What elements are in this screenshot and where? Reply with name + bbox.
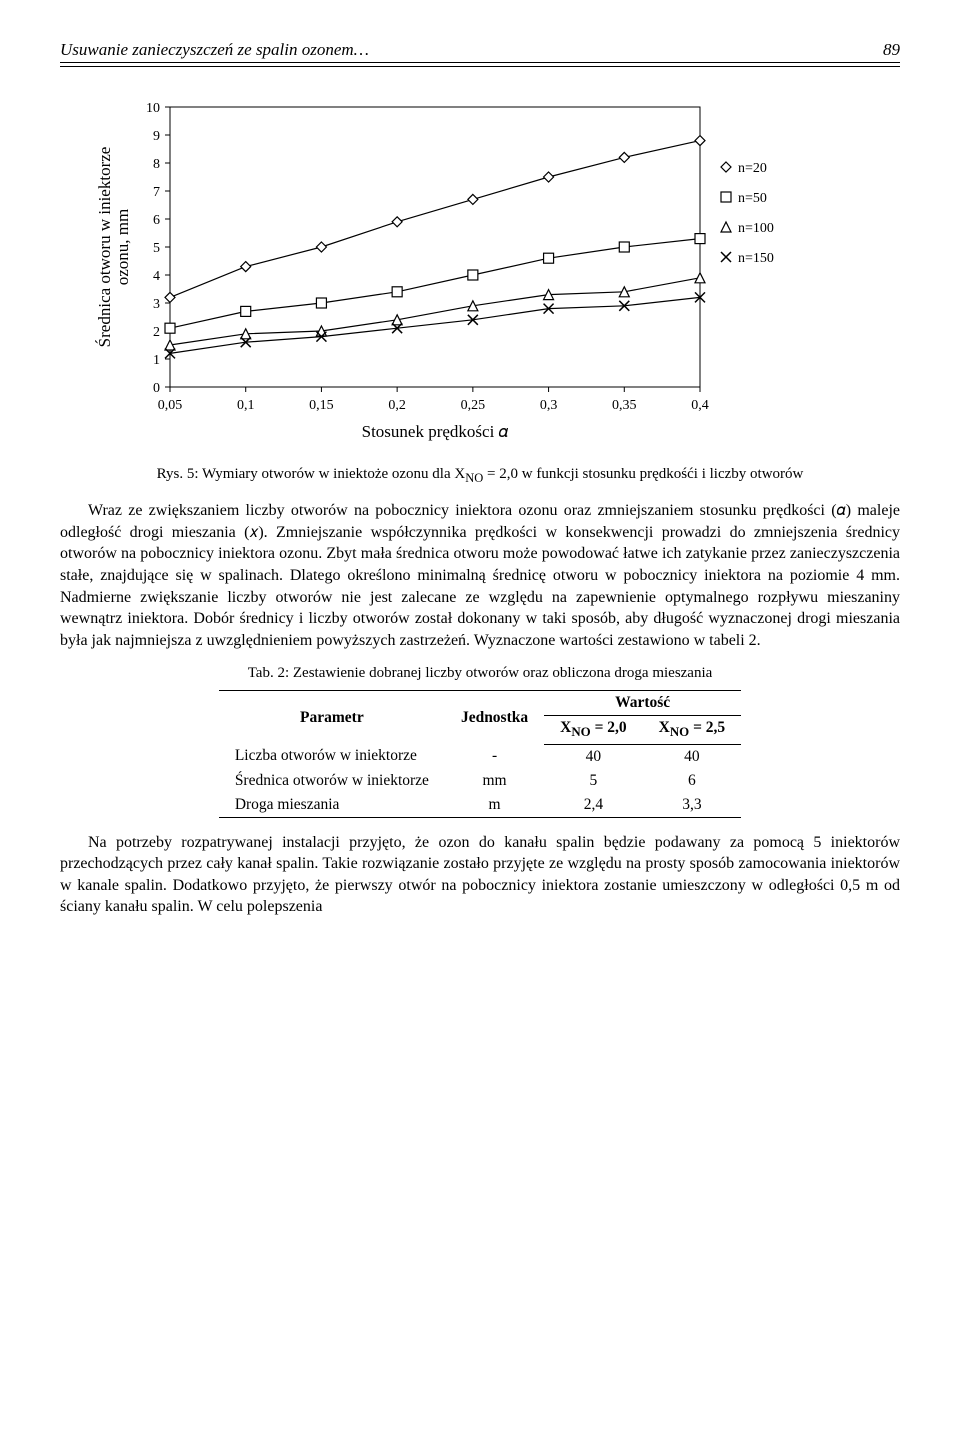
triangle-marker	[721, 222, 731, 232]
table-2-caption: Tab. 2: Zestawienie dobranej liczby otwo…	[60, 665, 900, 682]
x-tick-label: 0,1	[237, 398, 255, 413]
y-tick-label: 2	[153, 325, 160, 340]
x-tick-label: 0,4	[691, 398, 709, 413]
cell: Liczba otworów w iniektorze	[219, 744, 445, 769]
running-header: Usuwanie zanieczyszczeń ze spalin ozonem…	[60, 40, 900, 60]
x-tick-label: 0,25	[461, 398, 486, 413]
th-col-b: XNO = 2,5	[643, 716, 742, 744]
square-marker	[619, 242, 629, 252]
y-tick-label: 0	[153, 381, 160, 396]
cell: 40	[544, 744, 643, 769]
caption-sub: NO	[465, 471, 483, 485]
x-tick-label: 0,3	[540, 398, 558, 413]
figure-5: 0 1 2 3 4 5 6 7 8 9 10 0,05 0,1 0,15 0,2 0,25 0,3 0,35 0,4…	[60, 87, 900, 457]
square-marker	[241, 306, 251, 316]
cell: Średnica otworów w iniektorze	[219, 769, 445, 793]
diamond-marker	[316, 242, 326, 252]
cell: 6	[643, 769, 742, 793]
y-tick-label: 8	[153, 157, 160, 172]
cell: mm	[445, 769, 544, 793]
y-tick-label: 3	[153, 297, 160, 312]
x-tick-label: 0,35	[612, 398, 637, 413]
diamond-marker	[695, 136, 705, 146]
square-marker	[695, 234, 705, 244]
cell: 5	[544, 769, 643, 793]
th-value: Wartość	[544, 691, 741, 716]
diamond-marker	[544, 172, 554, 182]
page-number: 89	[883, 40, 900, 60]
caption-text-a: Rys. 5: Wymiary otworów w iniektoże ozon…	[157, 466, 466, 482]
table-row: Liczba otworów w iniektorze - 40 40	[219, 744, 741, 769]
square-marker	[721, 192, 731, 202]
y-axis-label: Średnica otworu w iniektorze	[95, 147, 114, 348]
x-axis-label: Stosunek prędkości 𝛼	[362, 422, 509, 441]
square-marker	[468, 270, 478, 280]
square-marker	[392, 287, 402, 297]
series-line	[170, 141, 700, 298]
y-tick-label: 1	[153, 353, 160, 368]
th-col-a: XNO = 2,0	[544, 716, 643, 744]
cell: 3,3	[643, 793, 742, 818]
y-tick-label: 10	[146, 101, 160, 116]
y-axis-label-2: ozonu, mm	[113, 209, 132, 286]
diamond-marker	[392, 217, 402, 227]
x-tick-label: 0,2	[388, 398, 406, 413]
square-marker	[316, 298, 326, 308]
diamond-marker	[721, 162, 731, 172]
square-marker	[165, 323, 175, 333]
th-unit: Jednostka	[445, 691, 544, 744]
triangle-marker	[695, 273, 705, 283]
y-tick-label: 4	[153, 269, 160, 284]
y-tick-label: 7	[153, 185, 160, 200]
y-tick-label: 9	[153, 129, 160, 144]
chart-svg: 0 1 2 3 4 5 6 7 8 9 10 0,05 0,1 0,15 0,2 0,25 0,3 0,35 0,4…	[60, 87, 820, 457]
table-row: Średnica otworów w iniektorze mm 5 6	[219, 769, 741, 793]
table-2: Parametr Jednostka Wartość XNO = 2,0 XNO…	[219, 690, 741, 817]
paragraph-1: Wraz ze zwiększaniem liczby otworów na p…	[60, 500, 900, 651]
cell: Droga mieszania	[219, 793, 445, 818]
x-tick-label: 0,15	[309, 398, 334, 413]
y-tick-label: 6	[153, 213, 160, 228]
x-tick-label: 0,05	[158, 398, 183, 413]
square-marker	[544, 253, 554, 263]
running-title: Usuwanie zanieczyszczeń ze spalin ozonem…	[60, 40, 369, 60]
diamond-marker	[468, 194, 478, 204]
header-rule	[60, 62, 900, 67]
figure-5-caption: Rys. 5: Wymiary otworów w iniektoże ozon…	[60, 465, 900, 486]
legend-label: n=150	[738, 251, 774, 266]
y-tick-label: 5	[153, 241, 160, 256]
diamond-marker	[619, 152, 629, 162]
diamond-marker	[241, 262, 251, 272]
cell: 40	[643, 744, 742, 769]
cell: -	[445, 744, 544, 769]
caption-text-b: = 2,0 w funkcji stosunku prędkośći i lic…	[483, 466, 803, 482]
cell: m	[445, 793, 544, 818]
legend-label: n=20	[738, 161, 767, 176]
legend-label: n=50	[738, 191, 767, 206]
paragraph-2: Na potrzeby rozpatrywanej instalacji prz…	[60, 832, 900, 918]
legend-label: n=100	[738, 221, 774, 236]
th-param: Parametr	[219, 691, 445, 744]
table-row: Droga mieszania m 2,4 3,3	[219, 793, 741, 818]
cell: 2,4	[544, 793, 643, 818]
diamond-marker	[165, 292, 175, 302]
